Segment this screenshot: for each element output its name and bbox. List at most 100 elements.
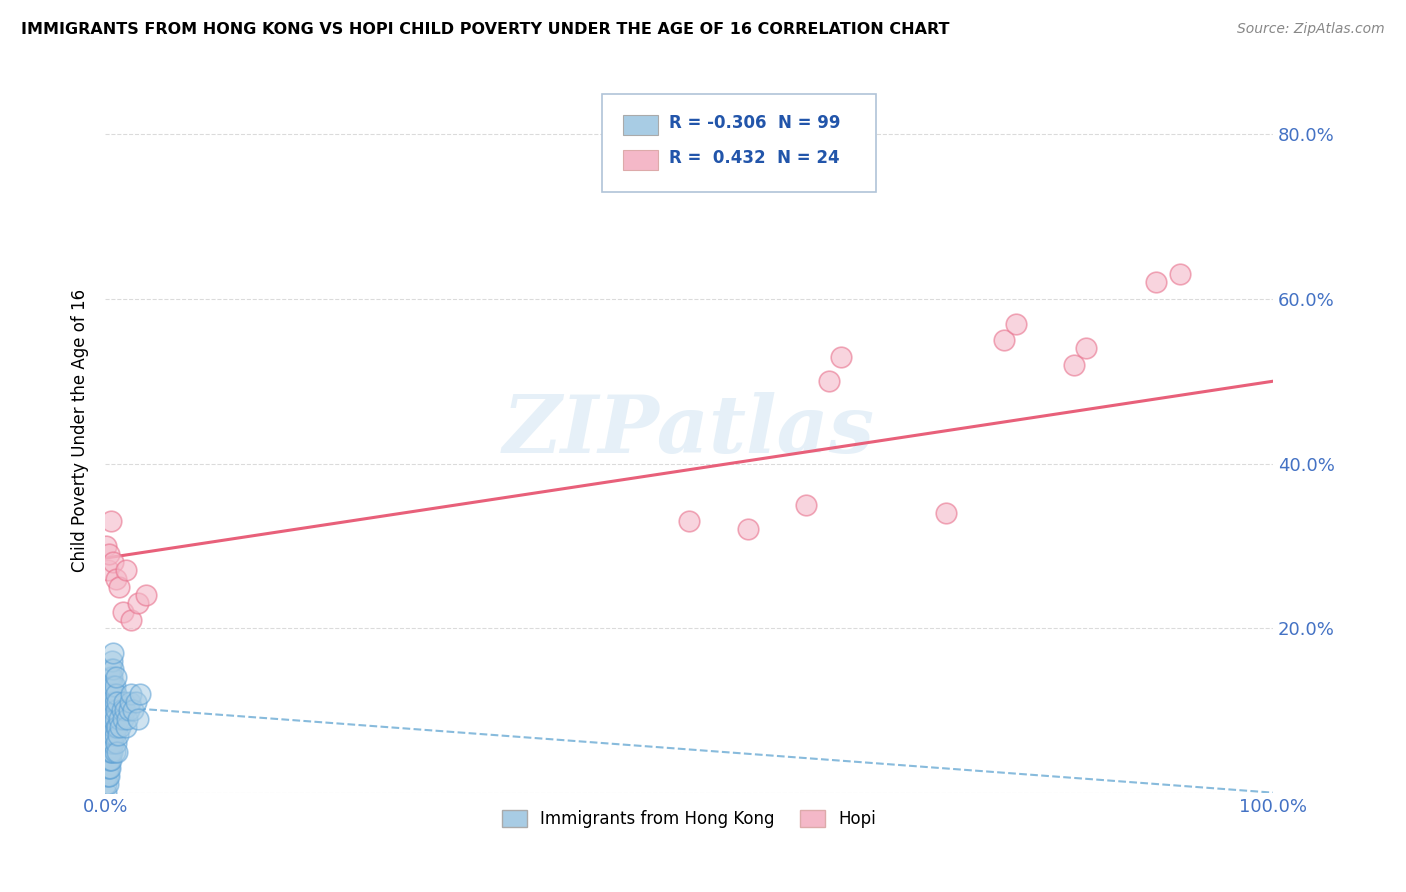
Point (127, 596, 149, 610)
Point (103, 662, 125, 676)
FancyBboxPatch shape (623, 115, 658, 136)
Point (96, 728, 118, 742)
Point (100, 712, 122, 726)
Point (101, 736, 124, 750)
Point (98, 761, 121, 775)
Point (105, 720, 128, 734)
Point (100, 720, 122, 734)
Point (135, 588, 157, 602)
Point (96, 761, 118, 775)
Point (96, 769, 118, 783)
Point (100, 753, 122, 767)
Point (103, 687, 125, 701)
Point (103, 745, 125, 759)
Point (110, 720, 132, 734)
Point (111, 712, 134, 726)
Legend: Immigrants from Hong Kong, Hopi: Immigrants from Hong Kong, Hopi (495, 804, 883, 835)
Point (100, 736, 122, 750)
Point (101, 728, 124, 742)
Point (97, 728, 120, 742)
Point (830, 350, 852, 364)
Point (96, 539, 118, 553)
Point (98, 728, 121, 742)
Point (101, 703, 124, 717)
Point (124, 695, 146, 709)
Point (98, 753, 121, 767)
Point (1005, 317, 1028, 331)
Point (103, 736, 125, 750)
Point (98, 712, 121, 726)
Point (97, 695, 120, 709)
Point (108, 712, 131, 726)
Point (993, 333, 1015, 347)
Point (117, 703, 139, 717)
Point (96, 736, 118, 750)
Point (96, 564, 118, 578)
Point (97, 547, 120, 561)
Point (101, 712, 124, 726)
Point (103, 712, 125, 726)
Text: IMMIGRANTS FROM HONG KONG VS HOPI CHILD POVERTY UNDER THE AGE OF 16 CORRELATION : IMMIGRANTS FROM HONG KONG VS HOPI CHILD … (21, 22, 949, 37)
Point (101, 695, 124, 709)
Point (97, 745, 120, 759)
Point (97, 769, 120, 783)
Point (96, 736, 118, 750)
Point (97, 736, 120, 750)
Point (103, 720, 125, 734)
Point (107, 728, 129, 742)
Point (129, 687, 152, 701)
Point (96, 761, 118, 775)
Point (104, 736, 127, 750)
Point (103, 695, 125, 709)
Point (96, 712, 118, 726)
Point (96, 728, 118, 742)
Point (1144, 276, 1167, 290)
Point (100, 514, 122, 528)
Point (96, 720, 118, 734)
Point (117, 712, 139, 726)
Point (108, 580, 131, 594)
Point (101, 687, 124, 701)
Point (1076, 341, 1098, 355)
Point (96, 777, 118, 791)
Point (96, 720, 118, 734)
Point (103, 703, 125, 717)
Point (115, 720, 138, 734)
Text: Source: ZipAtlas.com: Source: ZipAtlas.com (1237, 22, 1385, 37)
Point (96, 777, 118, 791)
Point (98, 670, 121, 684)
Point (103, 728, 125, 742)
Point (127, 712, 149, 726)
Point (97, 712, 120, 726)
Point (97, 761, 120, 775)
Text: R =  0.432  N = 24: R = 0.432 N = 24 (669, 149, 839, 167)
Point (104, 670, 127, 684)
Point (1063, 358, 1085, 372)
Point (112, 695, 135, 709)
Point (115, 564, 138, 578)
Point (794, 498, 817, 512)
FancyBboxPatch shape (623, 150, 658, 169)
Text: ZIPatlas: ZIPatlas (503, 392, 875, 469)
Point (101, 670, 124, 684)
Text: R = -0.306  N = 99: R = -0.306 N = 99 (669, 114, 841, 132)
Point (97, 753, 120, 767)
Point (103, 712, 125, 726)
Point (110, 703, 132, 717)
Point (98, 687, 121, 701)
Point (105, 695, 128, 709)
Point (96, 753, 118, 767)
Point (98, 720, 121, 734)
Point (120, 687, 142, 701)
Point (122, 703, 145, 717)
Point (678, 514, 700, 528)
Point (97, 679, 120, 693)
Point (101, 654, 124, 668)
Point (96, 753, 118, 767)
Point (96, 745, 118, 759)
Point (100, 728, 122, 742)
Point (100, 703, 122, 717)
Point (737, 522, 759, 536)
Point (96, 745, 118, 759)
Point (96, 703, 118, 717)
